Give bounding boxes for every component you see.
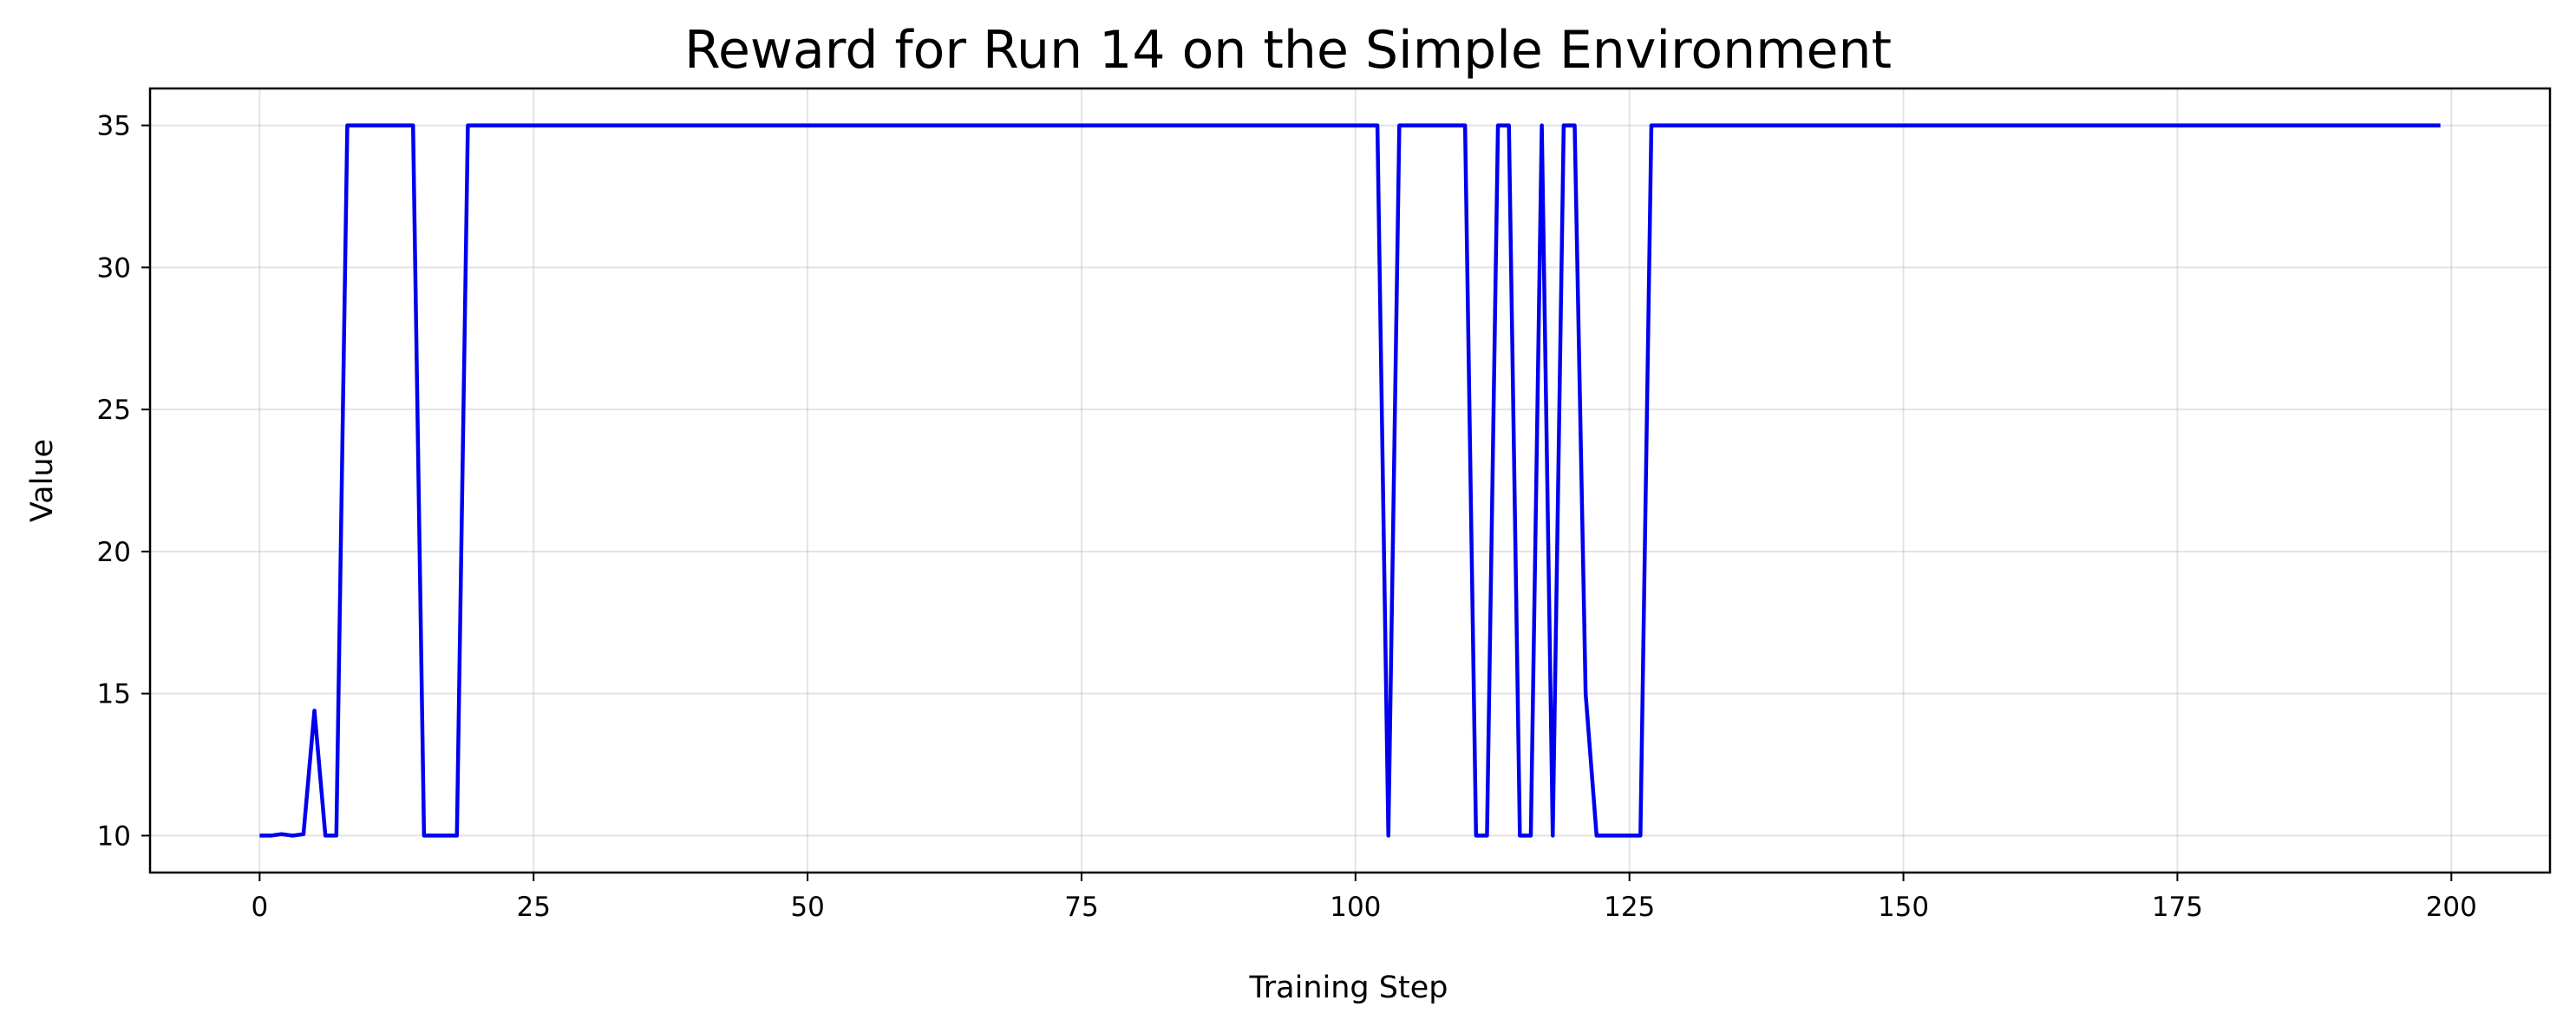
chart-title: Reward for Run 14 on the Simple Environm… bbox=[684, 20, 1892, 81]
x-tick-label: 75 bbox=[1064, 892, 1098, 923]
x-tick-label: 150 bbox=[1878, 892, 1929, 923]
x-tick-label: 100 bbox=[1330, 892, 1381, 923]
y-axis-ticks: 10 15 20 25 30 35 bbox=[97, 111, 150, 852]
plot-frame bbox=[148, 87, 2552, 874]
y-tick-label: 20 bbox=[97, 537, 131, 568]
y-axis-label: Value bbox=[25, 439, 60, 522]
x-tick-label: 175 bbox=[2152, 892, 2203, 923]
y-tick-label: 10 bbox=[97, 821, 131, 852]
plot-area bbox=[259, 123, 2441, 838]
series-line bbox=[259, 123, 2441, 838]
x-axis-label: Training Step bbox=[1249, 971, 1448, 1005]
y-tick-label: 35 bbox=[97, 111, 131, 142]
x-tick-label: 25 bbox=[516, 892, 550, 923]
y-tick-label: 30 bbox=[97, 252, 131, 284]
x-tick-label: 125 bbox=[1604, 892, 1655, 923]
x-tick-label: 50 bbox=[790, 892, 824, 923]
x-tick-label: 0 bbox=[251, 892, 268, 923]
x-tick-label: 200 bbox=[2426, 892, 2477, 923]
y-tick-label: 25 bbox=[97, 395, 131, 426]
x-gridlines bbox=[258, 88, 2453, 873]
y-tick-label: 15 bbox=[97, 679, 131, 710]
x-axis-ticks: 0 25 50 75 100 125 150 175 200 bbox=[251, 873, 2477, 923]
